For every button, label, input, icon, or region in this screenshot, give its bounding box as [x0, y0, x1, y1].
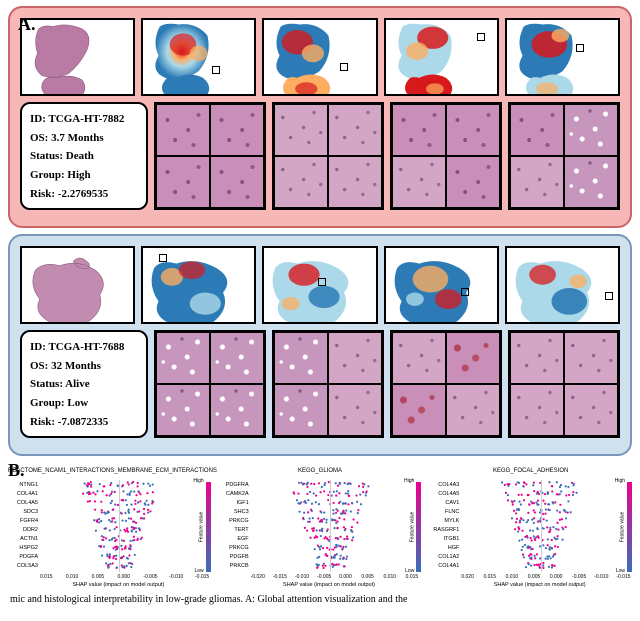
shap-row: REACTOME_NCAM1_INTERACTIONS_MEMBRANE_ECM…	[8, 468, 632, 588]
info-os: OS: 3.7 Months	[30, 129, 138, 148]
patch-grid-low-1	[154, 330, 266, 438]
info-group: Group: Low	[30, 394, 138, 413]
wsi-thumbnail-low	[20, 246, 135, 324]
shap-plot-2: KEGG_GLIOMAPDGFRACAMK2AIGF1SHC3PRKCGTERT…	[219, 468, 422, 588]
panel-a-high-row2: ID: TCGA-HT-7882 OS: 3.7 Months Status: …	[20, 102, 620, 210]
patch-grid-4	[508, 102, 620, 210]
heatmap-low-2	[262, 246, 377, 324]
panel-label-b: B.	[8, 460, 25, 481]
info-group: Group: High	[30, 166, 138, 185]
info-risk: Risk: -2.2769535	[30, 185, 138, 204]
panel-a-low-row1	[20, 246, 620, 324]
info-status: Status: Death	[30, 147, 138, 166]
panel-label-a: A.	[18, 14, 36, 35]
patch-grid-low-2	[272, 330, 384, 438]
panel-a-high: A. ID: TCGA-HT-7882 OS: 3.7 Months Statu…	[8, 6, 632, 228]
heatmap-3	[384, 18, 499, 96]
patch-grid-1	[154, 102, 266, 210]
info-os: OS: 32 Months	[30, 357, 138, 376]
shap-plot-3: KEGG_FOCAL_ADHESIONCOL4A3COL4A5CAV1FLNCM…	[429, 468, 632, 588]
panel-b: B. REACTOME_NCAM1_INTERACTIONS_MEMBRANE_…	[8, 462, 632, 588]
info-status: Status: Alive	[30, 375, 138, 394]
panel-a-low-row2: ID: TCGA-HT-7688 OS: 32 Months Status: A…	[20, 330, 620, 438]
heatmap-1	[141, 18, 256, 96]
patch-grid-low-4	[508, 330, 620, 438]
caption: mic and histological interpretability in…	[0, 594, 640, 605]
patch-grid-low-3	[390, 330, 502, 438]
heatmap-low-4	[505, 246, 620, 324]
info-card-high: ID: TCGA-HT-7882 OS: 3.7 Months Status: …	[20, 102, 148, 210]
patch-grid-2	[272, 102, 384, 210]
heatmap-low-3	[384, 246, 499, 324]
shap-plot-1: REACTOME_NCAM1_INTERACTIONS_MEMBRANE_ECM…	[8, 468, 211, 588]
figure: A. ID: TCGA-HT-7882 OS: 3.7 Months Statu…	[0, 6, 640, 605]
patch-grid-3	[390, 102, 502, 210]
info-risk: Risk: -7.0872335	[30, 413, 138, 432]
heatmap-2	[262, 18, 377, 96]
heatmap-low-1	[141, 246, 256, 324]
wsi-thumbnail	[20, 18, 135, 96]
info-card-low: ID: TCGA-HT-7688 OS: 32 Months Status: A…	[20, 330, 148, 438]
heatmap-4	[505, 18, 620, 96]
panel-a-low: ID: TCGA-HT-7688 OS: 32 Months Status: A…	[8, 234, 632, 456]
info-id: ID: TCGA-HT-7688	[30, 338, 138, 357]
panel-a-high-row1	[20, 18, 620, 96]
info-id: ID: TCGA-HT-7882	[30, 110, 138, 129]
